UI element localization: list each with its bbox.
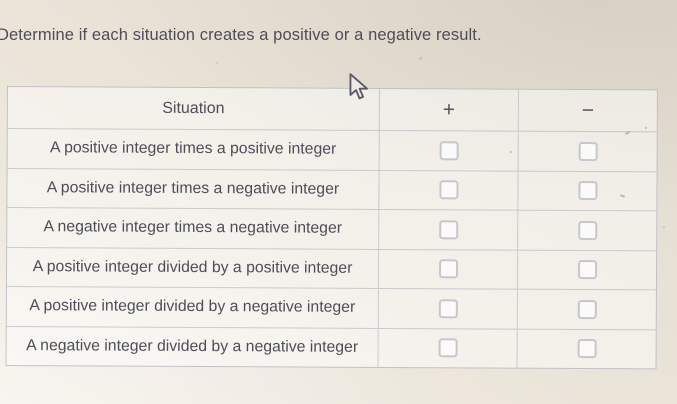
table-row: A positive integer divided by a positive… [6,246,657,290]
positive-checkbox[interactable] [438,338,458,358]
situation-cell: A negative integer times a negative inte… [43,218,343,238]
negative-cell [516,250,657,290]
negative-checkbox[interactable] [577,220,597,240]
positive-cell [378,130,518,171]
situation-cell: A positive integer times a negative inte… [46,178,340,198]
photo-speck [216,62,218,64]
negative-cell [517,131,657,171]
photo-speck [663,226,665,228]
header-situation: Situation [162,99,225,117]
table-header-row: Situation + − [8,87,657,132]
positive-checkbox[interactable] [438,259,458,279]
negative-checkbox[interactable] [577,299,597,319]
negative-cell [516,289,656,329]
negative-cell [517,171,657,211]
page-title: Determine if each situation creates a po… [0,26,482,44]
negative-checkbox[interactable] [577,181,598,201]
photo-speck [510,151,512,153]
table-row: A positive integer times a positive inte… [7,128,657,171]
positive-cell [378,170,518,210]
table-row: A negative integer divided by a negative… [6,325,656,369]
situation-result-table: Situation + − A positive integer times a… [5,86,658,370]
situation-cell: A positive integer divided by a positive… [32,257,353,277]
header-negative-sign: − [517,89,657,132]
table-row: A negative integer times a negative inte… [7,207,657,250]
positive-checkbox[interactable] [438,180,459,200]
negative-cell [517,210,657,250]
negative-checkbox[interactable] [577,339,597,359]
negative-checkbox[interactable] [578,141,598,161]
positive-cell [378,209,518,250]
positive-checkbox[interactable] [439,141,459,161]
positive-cell [377,249,518,289]
negative-checkbox[interactable] [577,260,597,280]
positive-checkbox[interactable] [438,299,458,319]
table-row: A positive integer divided by a negative… [6,286,656,329]
situation-cell: A positive integer divided by a negative… [29,297,356,317]
photo-speck [645,127,647,129]
situation-cell: A negative integer divided by a negative… [26,336,359,356]
positive-cell [377,328,517,368]
positive-checkbox[interactable] [438,220,458,240]
positive-cell [377,288,517,329]
photo-speck [419,57,422,60]
header-positive-sign: + [378,88,518,131]
negative-cell [516,329,656,369]
table-row: A positive integer times a negative inte… [7,167,657,211]
situation-cell: A positive integer times a positive inte… [50,139,337,158]
